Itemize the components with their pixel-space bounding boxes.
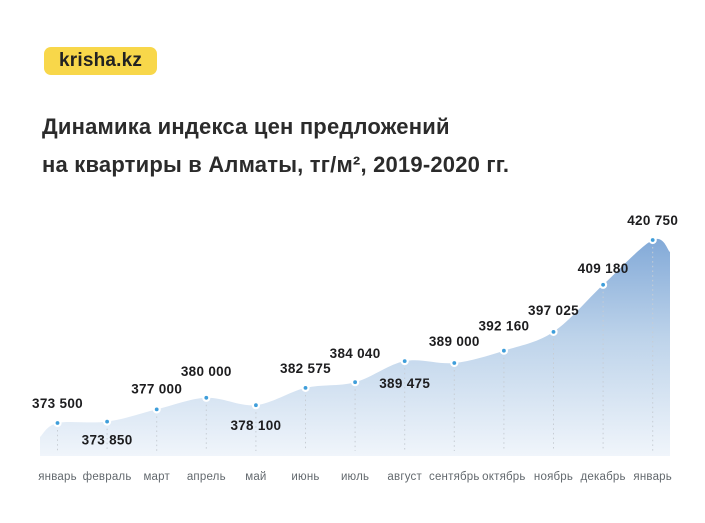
x-axis-label: февраль [83,471,132,483]
value-label: 384 040 [330,346,381,361]
value-label: 377 000 [131,381,182,396]
x-axis-label: январь [633,471,672,483]
data-point [53,418,62,428]
value-label: 409 180 [578,261,629,276]
x-axis-label: август [387,471,422,483]
data-points [53,235,657,428]
value-label: 378 100 [230,418,281,433]
data-point [648,235,657,245]
x-axis-label: декабрь [581,471,626,483]
data-point [450,358,459,368]
data-point [499,346,508,355]
data-point [598,280,608,289]
chart-title: Динамика индекса цен предложений на квар… [42,108,509,184]
x-axis-label: сентябрь [429,471,480,483]
value-label: 392 160 [478,319,529,334]
vertical-grid-lines [57,247,654,451]
area-fill [40,238,670,456]
x-axis-label: май [245,471,266,483]
value-label: 389 475 [379,376,430,391]
data-point [152,405,161,414]
data-point [301,383,310,392]
value-label: 420 750 [627,213,678,228]
value-label: 397 025 [528,303,579,318]
x-axis-label: январь [38,471,77,483]
data-point [351,378,360,387]
chart-title-line-2: на квартиры в Алматы, тг/м², 2019-2020 г… [42,152,510,177]
value-label: 382 575 [280,361,331,376]
data-point [549,327,558,336]
data-point [102,417,112,426]
value-labels: 373 500 373 850 377 000 380 000 378 100 382 5… [32,213,678,448]
value-label: 389 000 [429,334,480,349]
data-point [400,357,409,366]
chart-title-line-1: Динамика индекса цен предложений [42,114,450,139]
x-axis-label: июнь [291,471,319,483]
x-axis-label: март [143,471,170,483]
krisha-logo: krisha.kz [44,47,158,75]
x-axis-label: апрель [187,471,226,483]
x-axis-label: ноябрь [534,471,573,483]
value-label: 380 000 [181,364,232,379]
data-point [202,393,211,402]
value-label: 373 500 [32,396,83,411]
x-axis-label: октябрь [482,471,525,483]
x-axis-labels: январь февраль март апрель май июнь июль август… [38,471,672,483]
x-axis-label: июль [341,471,369,483]
data-point [251,401,260,410]
value-label: 373 850 [82,433,133,448]
